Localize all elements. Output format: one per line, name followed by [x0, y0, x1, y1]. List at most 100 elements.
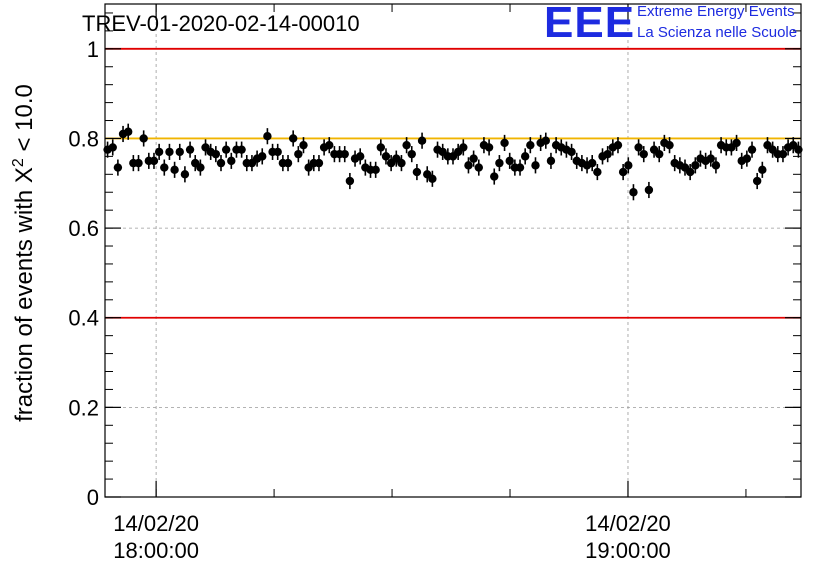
data-point: [216, 158, 226, 168]
data-point: [294, 149, 303, 159]
data-point: [397, 158, 406, 168]
data-point: [732, 138, 741, 148]
data-point: [325, 140, 334, 150]
logo-line-1: Extreme Energy Events: [637, 3, 795, 20]
data-point: [185, 145, 195, 154]
data-point: [139, 134, 148, 143]
x-tick-label-time: 18:00:00: [113, 538, 199, 563]
data-point: [464, 161, 473, 170]
y-tick-label: 1: [87, 37, 99, 62]
data-point: [258, 152, 267, 161]
data-point: [685, 167, 695, 177]
y-tick-label: 0.8: [68, 126, 99, 151]
data-point: [706, 154, 715, 163]
data-point: [624, 161, 633, 170]
data-point: [314, 158, 324, 168]
x-tick-label-date: 14/02/20: [585, 511, 671, 536]
data-point: [484, 143, 494, 152]
plot-frame: [104, 3, 802, 498]
axes: 00.20.40.60.8114/02/2018:00:0014/02/2019…: [68, 4, 801, 563]
data-point: [593, 167, 602, 177]
data-point: [263, 132, 272, 141]
reference-lines: [105, 47, 801, 319]
data-point: [639, 149, 648, 159]
y-tick-label: 0: [87, 485, 99, 510]
data-point: [711, 161, 721, 170]
data-point: [655, 149, 664, 159]
data-point: [505, 156, 514, 166]
data-point: [541, 136, 550, 145]
eee-logo: EEE Extreme Energy Events La Scienza nel…: [544, 0, 830, 48]
data-point: [227, 156, 236, 166]
data-point: [752, 176, 762, 186]
data-point: [402, 140, 411, 150]
data-point: [340, 149, 349, 159]
data-point: [134, 158, 143, 168]
data-point: [634, 143, 643, 152]
data-point: [211, 149, 221, 159]
data-point: [356, 152, 365, 161]
data-point: [588, 158, 597, 168]
data-point: [124, 127, 133, 136]
data-point: [428, 174, 437, 183]
data-point: [113, 163, 123, 172]
data-point: [180, 170, 190, 179]
data-point: [459, 143, 468, 152]
data-point: [160, 163, 169, 172]
data-point: [283, 158, 293, 168]
data-point: [371, 165, 380, 175]
data-point: [381, 152, 391, 161]
data-point: [288, 134, 298, 143]
data-points: [103, 123, 803, 201]
data-point: [273, 147, 282, 157]
y-tick-label: 0.6: [68, 216, 99, 241]
x-tick-label-time: 19:00:00: [585, 538, 671, 563]
data-point: [154, 147, 164, 157]
data-point: [500, 138, 509, 148]
data-point: [237, 145, 246, 154]
data-point: [520, 152, 530, 161]
data-point: [474, 163, 483, 172]
data-point: [567, 147, 576, 157]
data-point: [469, 154, 478, 163]
data-point: [299, 140, 308, 150]
data-point: [546, 156, 556, 166]
data-point: [742, 154, 752, 163]
data-point: [618, 167, 628, 177]
data-point: [221, 145, 231, 154]
logo-mark: EEE: [544, 0, 636, 47]
data-point: [603, 149, 612, 159]
y-tick-label: 0.4: [68, 306, 99, 331]
grid-lines: [105, 4, 801, 497]
data-point: [490, 172, 499, 181]
plot-title: TREV-01-2020-02-14-00010: [82, 11, 360, 36]
data-point: [758, 165, 767, 175]
data-point: [747, 145, 757, 154]
data-point: [376, 143, 386, 152]
data-point: [149, 156, 159, 166]
logo-line-2: La Scienza nelle Scuole: [637, 24, 798, 41]
data-point: [196, 163, 205, 172]
data-point: [515, 163, 525, 172]
data-point: [691, 161, 700, 170]
data-point: [644, 185, 654, 195]
data-point: [170, 165, 179, 175]
data-point: [665, 140, 674, 150]
data-point: [407, 149, 416, 159]
y-axis-label: fraction of events with X2 < 10.0: [10, 84, 38, 422]
data-point: [495, 158, 504, 168]
data-point: [629, 188, 638, 197]
data-point: [526, 140, 535, 150]
data-point: [165, 147, 174, 157]
data-point: [778, 149, 788, 159]
data-point: [412, 167, 422, 177]
x-tick-label-date: 14/02/20: [113, 511, 199, 536]
data-point: [108, 143, 117, 152]
data-point: [613, 140, 623, 150]
data-point: [417, 136, 427, 145]
data-point: [345, 176, 355, 186]
y-tick-label: 0.2: [68, 395, 99, 420]
data-point: [175, 147, 184, 157]
data-point: [531, 161, 540, 170]
